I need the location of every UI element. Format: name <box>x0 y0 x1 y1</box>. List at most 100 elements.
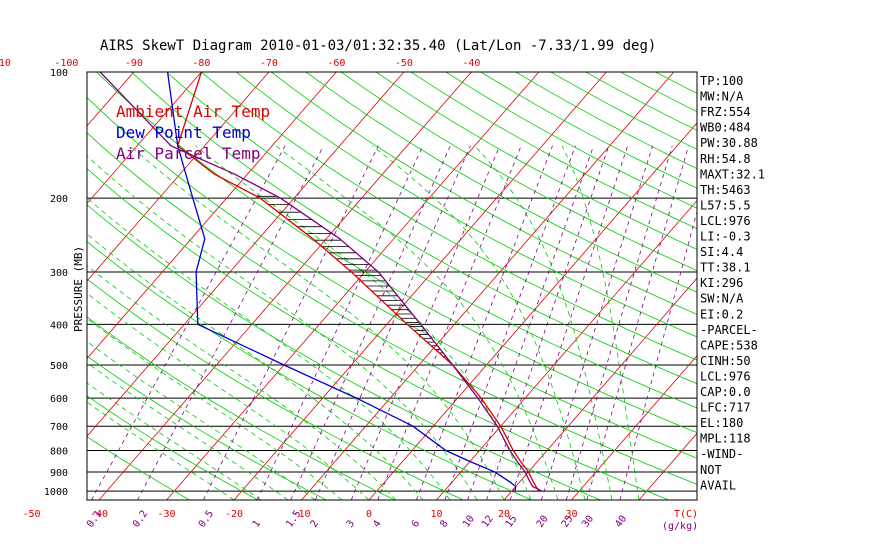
mixing-ratio-tick-label: 3 <box>345 518 357 529</box>
temperature-tick-label-top: -80 <box>192 58 210 69</box>
temperature-tick-label-bottom: 10 <box>430 509 442 520</box>
isotherm-line <box>774 72 870 500</box>
mixing-ratio-tick-label: 0.2 <box>131 509 150 530</box>
mixing-ratio-line <box>416 145 553 500</box>
isotherm-line <box>368 122 697 500</box>
dry-adiabat-line <box>131 72 697 409</box>
dry-adiabat-line <box>87 241 532 500</box>
temperature-tick-label-bottom: 20 <box>498 509 510 520</box>
pressure-tick-label: 500 <box>50 361 68 372</box>
isotherm-line <box>0 72 66 500</box>
temperature-tick-label-top: -40 <box>462 58 480 69</box>
mixing-ratio-line <box>565 145 673 500</box>
isotherm-line <box>233 72 607 500</box>
dry-adiabat-line <box>87 96 697 459</box>
index-label: MPL:118 <box>700 432 751 446</box>
temperature-tick-label-bottom: 30 <box>565 509 577 520</box>
dry-adiabat-line <box>87 355 327 500</box>
dry-adiabat-line <box>87 204 601 500</box>
index-label: LI:-0.3 <box>700 230 751 244</box>
temperature-tick-label-top: -110 <box>0 58 11 69</box>
index-label: RH:54.8 <box>700 152 751 166</box>
mixing-ratio-line <box>290 145 451 500</box>
dry-adiabat-line <box>87 395 259 500</box>
index-label: SI:4.4 <box>700 245 743 259</box>
temperature-tick-label-top: -90 <box>125 58 143 69</box>
y-axis-label: PRESSURE (MB) <box>72 246 85 332</box>
mixing-ratio-line <box>314 145 471 500</box>
chart-title: AIRS SkewT Diagram 2010-01-03/01:32:35.4… <box>100 38 656 54</box>
moist-adiabat-line <box>195 145 532 500</box>
moist-adiabat-line <box>87 197 451 500</box>
isotherm-line <box>98 72 472 500</box>
mixing-ratio-line <box>444 145 576 500</box>
index-label: -PARCEL- <box>700 323 758 337</box>
mixing-ratio-tick-label: 4 <box>371 518 383 529</box>
temperature-tick-label-top: -50 <box>395 58 413 69</box>
index-label: EL:180 <box>700 416 743 430</box>
isotherm-line <box>87 72 405 437</box>
mixing-ratio-line <box>509 145 629 500</box>
pressure-tick-label: 200 <box>50 194 68 205</box>
dry-adiabat-line <box>166 72 697 385</box>
index-label: TT:38.1 <box>700 261 751 275</box>
pressure-tick-label: 300 <box>50 268 68 279</box>
mixing-ratio-line <box>256 145 424 500</box>
pressure-tick-label: 400 <box>50 320 68 331</box>
isotherm-line <box>571 355 697 500</box>
mixing-ratio-line <box>202 145 379 500</box>
index-label: CAP:0.0 <box>700 385 751 399</box>
mixing-ratio-tick-label: 8 <box>438 518 450 529</box>
index-label: MAXT:32.1 <box>700 167 765 181</box>
dry-adiabat-line <box>87 132 697 485</box>
mixing-ratio-tick-label: 40 <box>613 514 629 530</box>
index-label: SW:N/A <box>700 292 744 306</box>
moist-adiabat-line <box>275 145 559 500</box>
index-label: NOT <box>700 463 722 477</box>
mixing-ratio-line <box>377 145 522 500</box>
mixing-ratio-line <box>137 145 324 500</box>
moist-adiabat-line <box>87 340 316 500</box>
mixing-ratio-tick-label: 0.5 <box>197 509 216 530</box>
isotherm-line <box>87 72 270 282</box>
mixing-ratio-label: (g/kg) <box>662 521 698 532</box>
pressure-tick-label: 100 <box>50 68 68 79</box>
mixing-ratio-tick-label: 12 <box>480 514 496 530</box>
dry-adiabat-line <box>410 72 697 230</box>
dry-adiabat-line <box>87 316 396 500</box>
sounding-curves <box>99 72 543 492</box>
moist-adiabat-line <box>561 145 640 500</box>
legend: Ambient Air Temp Dew Point Temp Air Parc… <box>116 102 270 163</box>
dry-adiabat-line <box>515 72 697 170</box>
isotherm-line <box>166 72 540 500</box>
mixing-ratio-tick-label: 6 <box>410 518 422 529</box>
pressure-tick-label: 1000 <box>44 487 68 498</box>
index-label: FRZ:554 <box>700 105 751 119</box>
dew-point-temp-curve <box>166 72 517 492</box>
mixing-ratio-line <box>467 145 595 500</box>
mixing-ratio-tick-label: 2 <box>309 518 321 529</box>
moist-adiabat-line <box>129 145 505 500</box>
moist-adiabat-line <box>87 155 478 500</box>
temperature-tick-label-top: -100 <box>54 58 78 69</box>
index-label: AVAIL <box>700 478 736 492</box>
index-label: LCL:976 <box>700 214 751 228</box>
index-label: KI:296 <box>700 276 743 290</box>
index-label: L57:5.5 <box>700 198 751 212</box>
dry-adiabat-line <box>270 72 697 315</box>
dry-adiabat-line <box>236 72 697 338</box>
index-label: EI:0.2 <box>700 307 743 321</box>
moist-adiabat-line <box>87 318 343 500</box>
plot-grid <box>0 72 870 500</box>
pressure-tick-label: 800 <box>50 447 68 458</box>
dry-adiabat-line <box>655 72 697 94</box>
legend-ambient-air-temp: Ambient Air Temp <box>116 102 270 121</box>
dry-adiabat-line <box>87 168 669 500</box>
mixing-ratio-tick-label: 10 <box>461 514 477 530</box>
temperature-tick-label-top: -60 <box>327 58 345 69</box>
temperature-tick-label-bottom: -50 <box>22 509 40 520</box>
mixing-ratio-tick-label: 30 <box>580 514 596 530</box>
ambient-air-temp-curve <box>176 72 540 492</box>
legend-dew-point-temp: Dew Point Temp <box>116 123 251 142</box>
